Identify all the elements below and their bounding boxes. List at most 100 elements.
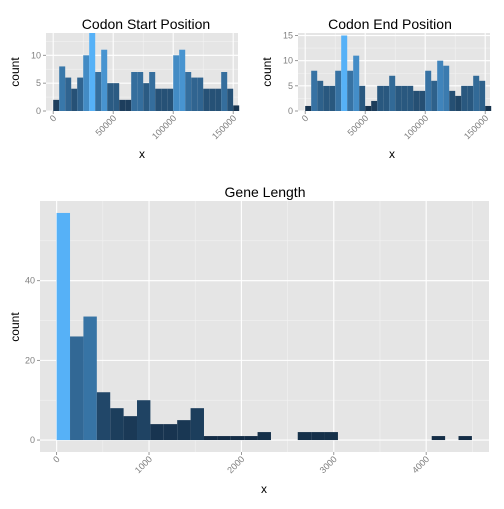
start-position-bar: [101, 49, 108, 111]
end-position-y-tick-label: 5: [288, 81, 293, 91]
gene-length-bar: [244, 436, 258, 441]
start-position-y-axis-title: count: [8, 57, 22, 87]
gene-length-bar: [96, 392, 111, 441]
start-position-y-tick-label: 5: [36, 78, 41, 88]
start-position-bar: [203, 88, 210, 111]
end-position-bar: [443, 65, 450, 111]
gene-length-bar: [83, 316, 97, 441]
end-position-x-tick-label: 100000: [402, 113, 430, 141]
end-position-bar: [341, 35, 348, 111]
end-position-bar: [359, 85, 366, 111]
gene-length-bar: [123, 416, 138, 441]
gene-length-bar: [431, 436, 446, 441]
end-position-y-tick-label: 0: [288, 106, 293, 116]
start-position-bar: [53, 99, 60, 111]
end-position-x-tick-label: 0: [300, 113, 311, 124]
gene-length-bar: [137, 400, 151, 441]
gene-length-bar: [110, 408, 124, 441]
end-position-x-axis-title: x: [389, 147, 395, 161]
start-position-bar: [65, 77, 72, 111]
gene-length-x-tick-label: 3000: [318, 454, 339, 475]
end-position-x-tick-label: 50000: [346, 113, 371, 138]
start-position-bar: [221, 72, 228, 111]
start-position-bar: [215, 88, 222, 111]
start-position-bar: [89, 33, 96, 111]
start-position-bar: [167, 88, 174, 111]
end-position-bar: [473, 75, 480, 111]
start-position-x-axis-title: x: [139, 147, 145, 161]
gene-length-x-tick-label: 4000: [410, 454, 431, 475]
gene-length-title: Gene Length: [225, 184, 306, 200]
start-position-bar: [173, 55, 180, 111]
gene-length-bar: [150, 424, 164, 441]
gene-length-bar: [324, 432, 338, 441]
end-position-bar: [383, 85, 390, 111]
end-position-bar: [365, 105, 372, 111]
end-position-y-axis-title: count: [260, 57, 274, 87]
end-position-bar: [329, 85, 336, 111]
end-position-bar: [425, 70, 432, 111]
gene-length-bar: [257, 432, 271, 441]
gene-length-bar: [230, 436, 245, 441]
start-position-bar: [71, 88, 78, 111]
end-position-bar: [449, 90, 456, 111]
gene-length-y-tick-label: 0: [30, 435, 35, 445]
start-position-x-tick-label: 150000: [210, 113, 238, 141]
gene-length-bar: [203, 436, 218, 441]
end-position-bar: [467, 85, 474, 111]
end-position-bar: [371, 100, 378, 111]
gene-length-bar: [217, 436, 231, 441]
start-position-bar: [233, 105, 240, 111]
end-position-bar: [377, 85, 384, 111]
gene-length-bar: [311, 432, 325, 441]
end-position-y-tick-label: 10: [283, 56, 293, 66]
gene-length-x-tick-label: 0: [51, 454, 62, 465]
end-position-bar: [353, 55, 360, 111]
start-position-bar: [107, 83, 114, 111]
start-position-x-tick-label: 0: [48, 113, 59, 124]
end-position-x-tick-label: 150000: [462, 113, 490, 141]
start-position-bar: [149, 72, 156, 111]
end-position-y-tick-label: 15: [283, 31, 293, 41]
gene-length-x-tick-label: 2000: [225, 454, 246, 475]
start-position-bar: [59, 66, 66, 111]
start-position-bar: [185, 72, 192, 111]
gene-length-bar: [297, 432, 312, 441]
end-position-bar: [311, 70, 318, 111]
end-position-bar: [407, 85, 414, 111]
start-position-bar: [143, 83, 150, 111]
start-position-bar: [137, 72, 144, 111]
end-position-bar: [455, 95, 462, 111]
end-position-bar: [317, 80, 324, 111]
start-position-bar: [125, 99, 132, 111]
end-position-bar: [419, 90, 426, 111]
gene-length-bar: [163, 424, 178, 441]
end-position-bar: [431, 80, 438, 111]
start-position-bar: [131, 72, 138, 111]
start-position-y-tick-label: 10: [31, 50, 41, 60]
end-position-bar: [323, 85, 330, 111]
start-position-x-tick-label: 50000: [94, 113, 119, 138]
end-position-bar: [479, 80, 486, 111]
gene-length-bar: [177, 420, 191, 441]
gene-length-y-tick-label: 20: [25, 355, 35, 365]
gene-length-y-tick-label: 40: [25, 276, 35, 286]
gene-length-bar: [458, 436, 472, 441]
start-position-title: Codon Start Position: [82, 16, 210, 32]
start-position-bar: [83, 55, 90, 111]
end-position-panel: Codon End Position 0 5 10 15 0 50000 100000 15…: [260, 16, 492, 161]
end-position-bar: [389, 75, 396, 111]
start-position-bar: [161, 88, 168, 111]
end-position-bar: [461, 85, 468, 111]
start-position-bar: [179, 49, 186, 111]
end-position-bar: [485, 105, 492, 111]
start-position-panel: Codon Start Position 0 5 10 0 50000 100000 15…: [8, 16, 240, 161]
start-position-x-tick-label: 100000: [150, 113, 178, 141]
start-position-bar: [209, 88, 216, 111]
end-position-bar: [347, 70, 354, 111]
start-position-bar: [113, 83, 120, 111]
end-position-bar: [395, 85, 402, 111]
start-position-bar: [197, 77, 204, 111]
end-position-bar: [413, 90, 420, 111]
